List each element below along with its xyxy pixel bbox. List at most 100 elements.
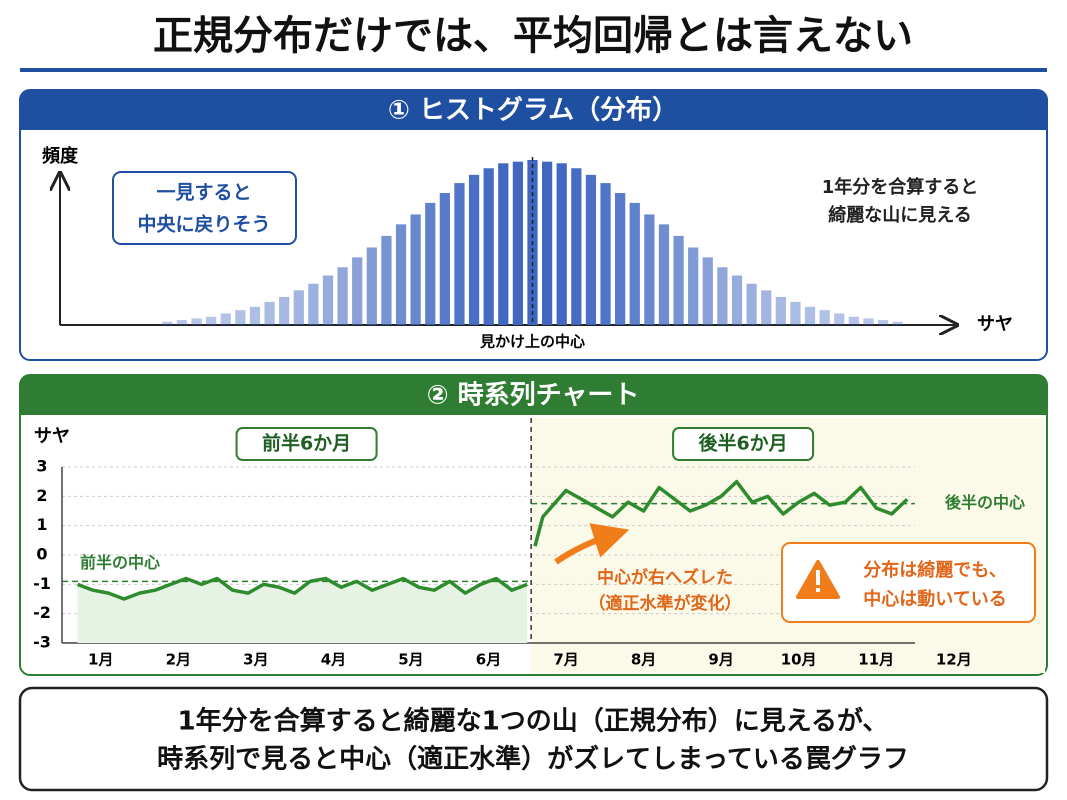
bar bbox=[585, 174, 597, 325]
x-tick-label: 9月 bbox=[708, 651, 733, 669]
shift-note: 中心が右へズレた bbox=[597, 567, 733, 588]
bar bbox=[848, 316, 859, 325]
x-tick-label: 2月 bbox=[166, 651, 191, 669]
y-tick-label: -2 bbox=[33, 603, 51, 622]
x-tick-label: 11月 bbox=[858, 651, 894, 669]
x-tick-label: 5月 bbox=[398, 651, 423, 669]
center-label: 前半の中心 bbox=[80, 553, 160, 572]
bar bbox=[498, 163, 509, 325]
warning-text: 分布は綺麗でも、 bbox=[863, 559, 1006, 581]
y-tick-label: -3 bbox=[33, 633, 51, 652]
bar bbox=[468, 174, 480, 325]
bar bbox=[279, 296, 290, 325]
line bbox=[533, 479, 909, 547]
bar bbox=[863, 318, 874, 325]
panel-title: ② 時系列チャート bbox=[427, 381, 640, 411]
callout-text: 一見すると bbox=[156, 182, 251, 204]
y-tick-label: 2 bbox=[36, 486, 47, 505]
center-label: 後半の中心 bbox=[945, 493, 1025, 512]
bar bbox=[571, 168, 582, 325]
note-text: 1年分を合算すると bbox=[822, 176, 979, 198]
bar bbox=[702, 257, 713, 325]
bar bbox=[658, 224, 670, 325]
footer-text: 時系列で見ると中心（適正水準）がズレてしまっている罠グラフ bbox=[157, 744, 909, 775]
bar bbox=[615, 193, 626, 325]
bar bbox=[308, 283, 319, 325]
bar bbox=[775, 296, 786, 325]
bar bbox=[249, 306, 261, 325]
bar bbox=[337, 267, 348, 325]
bar bbox=[293, 290, 304, 325]
x-tick-label: 3月 bbox=[243, 651, 268, 669]
shift-arrow bbox=[554, 523, 630, 565]
segment-box bbox=[672, 427, 815, 461]
bar bbox=[366, 247, 377, 325]
callout-box bbox=[112, 171, 297, 245]
bar bbox=[717, 267, 728, 325]
bar bbox=[804, 306, 816, 325]
x-tick-label: 1月 bbox=[88, 651, 113, 669]
bar bbox=[512, 161, 524, 325]
bar bbox=[644, 214, 655, 325]
y-tick-label: 3 bbox=[36, 457, 47, 476]
bar bbox=[381, 235, 392, 325]
histogram: 見かけ上の中心 bbox=[162, 157, 903, 351]
bar bbox=[892, 321, 903, 325]
shift-note: （適正水準が変化） bbox=[589, 593, 742, 614]
bar bbox=[439, 193, 450, 325]
bar bbox=[731, 275, 743, 325]
bar bbox=[352, 257, 363, 325]
note-text: 綺麗な山に見える bbox=[828, 204, 971, 226]
bar bbox=[556, 163, 567, 325]
center-label: 見かけ上の中心 bbox=[479, 333, 585, 351]
bar bbox=[191, 318, 202, 325]
bar bbox=[688, 247, 699, 325]
x-tick-label: 8月 bbox=[631, 651, 656, 669]
bar bbox=[322, 275, 334, 325]
bar bbox=[834, 313, 845, 325]
x-tick-label: 4月 bbox=[321, 651, 346, 669]
y-axis-label: 頻度 bbox=[42, 145, 79, 167]
bar bbox=[600, 183, 611, 325]
bar bbox=[410, 214, 421, 325]
footer-box bbox=[18, 686, 1049, 792]
bar bbox=[395, 224, 407, 325]
bar bbox=[206, 316, 217, 325]
x-axis-label: サヤ bbox=[977, 314, 1013, 335]
warning-box bbox=[781, 542, 1036, 623]
segment-label: 前半6か月 bbox=[262, 432, 351, 455]
line bbox=[76, 576, 528, 601]
x-tick-label: 7月 bbox=[553, 651, 578, 669]
x-tick-label: 12月 bbox=[936, 651, 972, 669]
panel-header bbox=[20, 90, 1047, 130]
bar bbox=[819, 310, 830, 325]
bar bbox=[790, 301, 801, 325]
bar bbox=[877, 320, 889, 325]
bar bbox=[673, 235, 684, 325]
bar bbox=[761, 290, 772, 325]
panel-header bbox=[20, 375, 1047, 415]
y-tick-label: 1 bbox=[36, 515, 47, 534]
footer-text: 1年分を合算すると綺麗な1つの山（正規分布）に見えるが、 bbox=[178, 706, 889, 737]
y-tick-label: -1 bbox=[33, 574, 51, 593]
segment-box bbox=[235, 427, 378, 461]
bar bbox=[425, 202, 436, 325]
warning-icon bbox=[816, 588, 820, 592]
warning-icon bbox=[816, 570, 820, 585]
bar bbox=[746, 283, 757, 325]
callout-text: 中央に戻りそう bbox=[137, 213, 270, 236]
bar bbox=[162, 321, 173, 325]
panel-title: ① ヒストグラム（分布） bbox=[388, 96, 678, 126]
bar bbox=[235, 310, 246, 325]
bar bbox=[483, 168, 494, 325]
bar bbox=[220, 313, 231, 325]
bar bbox=[176, 320, 188, 325]
bar bbox=[541, 161, 553, 325]
title-rule bbox=[20, 68, 1047, 72]
area-fill bbox=[77, 578, 528, 643]
main-title: 正規分布だけでは、平均回帰とは言えない bbox=[153, 13, 913, 59]
segment-label: 後半6か月 bbox=[698, 432, 787, 455]
bar bbox=[454, 183, 465, 325]
warning-text: 中心は動いている bbox=[863, 588, 1006, 610]
